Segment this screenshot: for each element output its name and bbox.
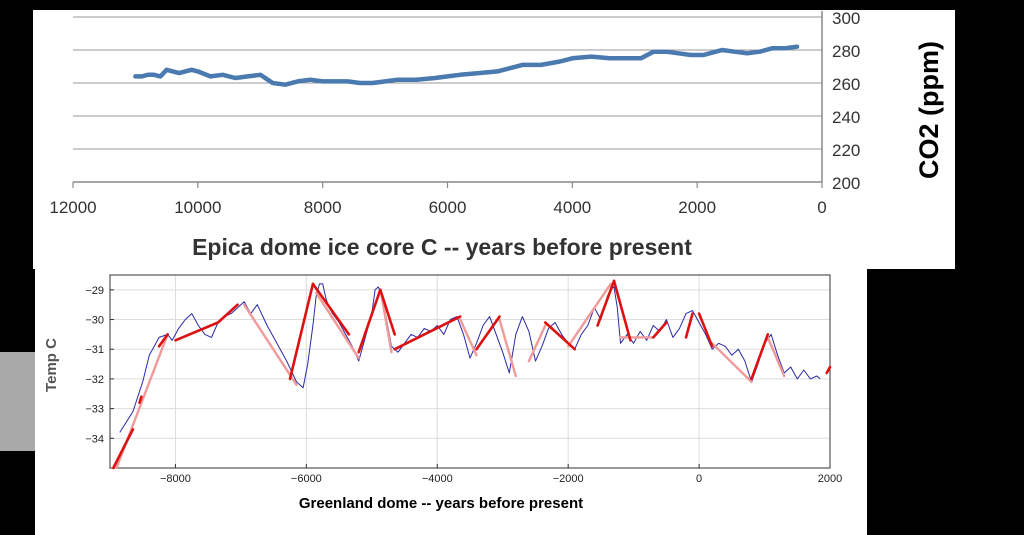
temperature-trend-light-segment [766, 336, 786, 378]
co2-y-tick-label: 260 [832, 75, 860, 94]
temperature-trend-segment [612, 279, 632, 342]
temperature-x-tick-label: 2000 [818, 473, 842, 485]
temperature-trend-light-segment [711, 342, 753, 384]
temperature-series [112, 279, 832, 470]
temperature-trend-segment [311, 282, 351, 336]
temperature-y-tick-label: −34 [85, 433, 104, 445]
temperature-trend-segment [138, 395, 143, 404]
temperature-y-tick-label: −32 [85, 374, 104, 386]
temperature-y-tick-label: −33 [85, 404, 104, 416]
temperature-gridlines [110, 275, 831, 468]
grey-side-block [0, 352, 35, 451]
co2-y-tick-label: 280 [832, 42, 860, 61]
temperature-plot-frame [109, 274, 831, 469]
co2-x-tick-label: 2000 [678, 198, 716, 217]
co2-chart: 200 220 240 260 280 300 12000 10000 8000 6000 4000… [49, 10, 944, 260]
temperature-trend-segment [475, 315, 501, 351]
temperature-trend-segment [112, 428, 135, 470]
temperature-x-tick-label: −2000 [553, 473, 584, 485]
temperature-x-tick-label: −8000 [160, 473, 191, 485]
co2-y-axis-label: CO2 (ppm) [914, 41, 944, 179]
temperature-x-tick-label: −6000 [291, 473, 322, 485]
temperature-trend-segment [750, 333, 770, 381]
temperature-x-tick-label: −4000 [422, 473, 453, 485]
co2-y-tick-label: 240 [832, 108, 860, 127]
co2-series-line [133, 44, 800, 87]
temperature-trend-light-segment [498, 318, 517, 378]
temperature-chart: −34 −33 −32 −31 −30 −29 −8000 −6000 −4000 −2000 0 2… [43, 274, 842, 512]
temperature-trend-light-segment [380, 294, 393, 354]
co2-axes [72, 11, 823, 188]
co2-x-tick-label: 12000 [49, 198, 96, 217]
co2-y-tick-label: 220 [832, 141, 860, 160]
temperature-trend-segment [393, 315, 462, 351]
temperature-trend-segment [684, 312, 694, 339]
temperature-trend-segment [543, 321, 577, 351]
temperature-trend-light-segment [567, 282, 612, 348]
co2-x-tick-label: 10000 [174, 198, 221, 217]
co2-x-tick-label: 4000 [553, 198, 591, 217]
temperature-x-axis-label: Greenland dome -- years before present [299, 495, 583, 512]
temperature-trend-segment [157, 333, 169, 348]
temperature-trend-light-segment [459, 318, 478, 357]
temperature-trend-segment [596, 279, 616, 327]
co2-series [133, 44, 800, 87]
temperature-x-tick-label: 0 [696, 473, 702, 485]
temperature-raw-series [119, 283, 821, 433]
temperature-y-axis-label: Temp C [43, 338, 60, 392]
temperature-tick-labels: −34 −33 −32 −31 −30 −29 −8000 −6000 −4000 −2000 0 2… [85, 285, 842, 485]
temperature-axes [109, 274, 831, 469]
co2-x-axis-label: Epica dome ice core C -- years before pr… [192, 234, 692, 260]
co2-x-tick-label: 0 [817, 198, 826, 217]
co2-y-tick-label: 300 [832, 10, 860, 28]
co2-y-tick-label: 200 [832, 174, 860, 193]
temperature-trend-light-segment [242, 303, 298, 387]
temperature-trend-segment [825, 365, 832, 375]
temperature-y-tick-label: −30 [85, 315, 104, 327]
temperature-trend-segment [216, 303, 239, 324]
temperature-trend-segment [174, 321, 220, 342]
co2-chart-panel: 200 220 240 260 280 300 12000 10000 8000 6000 4000… [33, 10, 955, 269]
temperature-y-tick-label: −31 [85, 344, 104, 356]
temperature-trend-segment [697, 312, 714, 348]
co2-x-tick-label: 8000 [304, 198, 342, 217]
co2-tick-labels: 200 220 240 260 280 300 12000 10000 8000 6000 4000… [49, 10, 860, 217]
temperature-y-tick-label: −29 [85, 285, 104, 297]
temperature-trend-light-segment [315, 291, 360, 360]
temperature-trend-light-segment [527, 324, 547, 363]
temperature-trend-segment [651, 321, 668, 339]
co2-gridlines [73, 16, 822, 150]
temperature-trend-segment [378, 288, 397, 336]
temperature-chart-panel: −34 −33 −32 −31 −30 −29 −8000 −6000 −4000 −2000 0 2… [35, 269, 867, 535]
temperature-trend-segment [288, 282, 315, 381]
temperature-trend-segment [357, 288, 382, 354]
co2-x-tick-label: 6000 [429, 198, 467, 217]
